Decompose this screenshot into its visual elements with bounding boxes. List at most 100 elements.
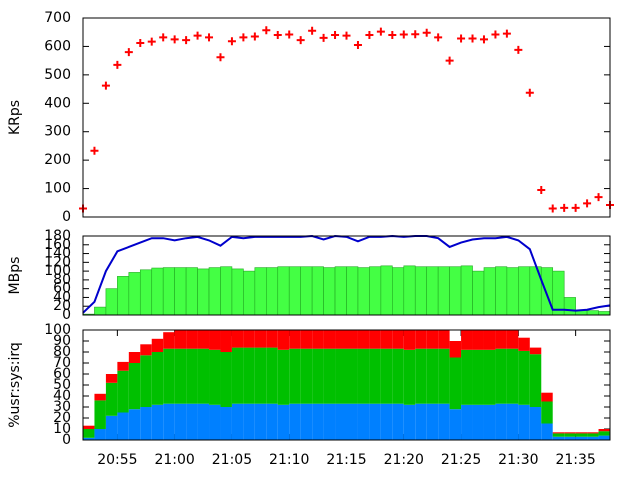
bar-segment [541, 392, 553, 402]
bar-segment [380, 348, 393, 404]
point [147, 37, 156, 46]
y-tick-label: 100 [44, 322, 71, 338]
point [571, 203, 580, 212]
bar-segment [495, 348, 507, 404]
bar-segment [346, 403, 358, 440]
bar [483, 267, 496, 316]
point [193, 31, 202, 40]
bar-segment [369, 330, 381, 349]
bar-segment [243, 347, 255, 404]
bar-segment [323, 348, 336, 404]
bar [414, 266, 427, 316]
bar [334, 266, 347, 316]
bar-segment [186, 330, 198, 349]
point [296, 36, 305, 45]
point [90, 146, 99, 155]
point [308, 26, 317, 35]
bar-segment [174, 403, 187, 440]
point [331, 31, 340, 40]
y-tick-label: 40 [53, 388, 71, 404]
y-tick-label: 20 [53, 410, 71, 426]
y-tick-label: 30 [53, 399, 71, 415]
bar-segment [415, 348, 427, 404]
point [159, 33, 168, 42]
point [113, 60, 122, 69]
point [594, 193, 603, 202]
y-tick-label: 120 [44, 254, 71, 270]
bar-segment [266, 403, 278, 440]
bar-segment [151, 404, 164, 440]
y-tick-label: 60 [53, 281, 71, 297]
bar-segment [163, 348, 175, 404]
point [514, 45, 523, 54]
y-tick-label: 500 [44, 67, 71, 83]
bar-segment [369, 348, 381, 404]
bar [437, 266, 450, 316]
bar [403, 265, 416, 316]
bar [243, 270, 256, 316]
bar-segment [231, 347, 244, 404]
bar-segment [243, 330, 255, 348]
x-tick-label: 21:05 [212, 452, 252, 468]
plot-frame [82, 17, 611, 218]
bar-segment [357, 330, 370, 349]
bar-segment [598, 429, 610, 432]
y-tick-label: 80 [53, 344, 71, 360]
bar-segment [94, 400, 106, 429]
bar [208, 267, 221, 316]
bar [254, 267, 267, 316]
y-tick-label: 200 [44, 152, 71, 168]
bar-segment [140, 344, 152, 356]
point [583, 199, 592, 208]
y-tick-label: 100 [44, 181, 71, 197]
bar [277, 266, 290, 316]
bar-segment [128, 352, 141, 363]
bar [151, 267, 164, 316]
bar [369, 266, 382, 316]
point [388, 31, 397, 40]
bar-segment [449, 409, 462, 440]
y-tick-label: 700 [44, 10, 71, 26]
point [411, 30, 420, 39]
bar-segment [552, 433, 565, 437]
bar-segment [449, 341, 462, 358]
bar [185, 267, 198, 316]
point [365, 31, 374, 40]
bar-segment [552, 436, 565, 440]
bar-segment [426, 330, 439, 349]
bar [105, 288, 118, 316]
bar-segment [587, 432, 599, 434]
bar-segment [380, 330, 393, 349]
bar-segment [438, 403, 450, 440]
bar-segment [575, 432, 588, 434]
bar-segment [483, 330, 496, 350]
bar [197, 268, 210, 316]
bar [323, 267, 336, 316]
bar-segment [231, 403, 244, 440]
bar-segment [83, 437, 95, 440]
bar [357, 267, 370, 316]
point [342, 31, 351, 40]
bar-segment [117, 412, 129, 440]
line [82, 234, 611, 314]
y-tick-label: 180 [44, 228, 71, 244]
y-tick-label: 160 [44, 237, 71, 253]
y-tick-label: 0 [62, 209, 71, 225]
bar-segment [140, 407, 152, 440]
bar-segment [506, 348, 519, 404]
bar-segment [564, 433, 576, 437]
point [136, 39, 145, 48]
plot-frame [82, 329, 611, 441]
point [239, 33, 248, 42]
bar [139, 269, 153, 316]
bar-segment [506, 330, 519, 349]
bar-segment [163, 332, 175, 349]
bar-segment [380, 403, 393, 440]
bar [586, 310, 599, 316]
bar-segment [335, 348, 347, 404]
bar-segment [529, 354, 542, 407]
point [182, 36, 191, 45]
y-tick-label: 10 [53, 421, 71, 437]
y-tick-label: 0 [62, 307, 71, 323]
